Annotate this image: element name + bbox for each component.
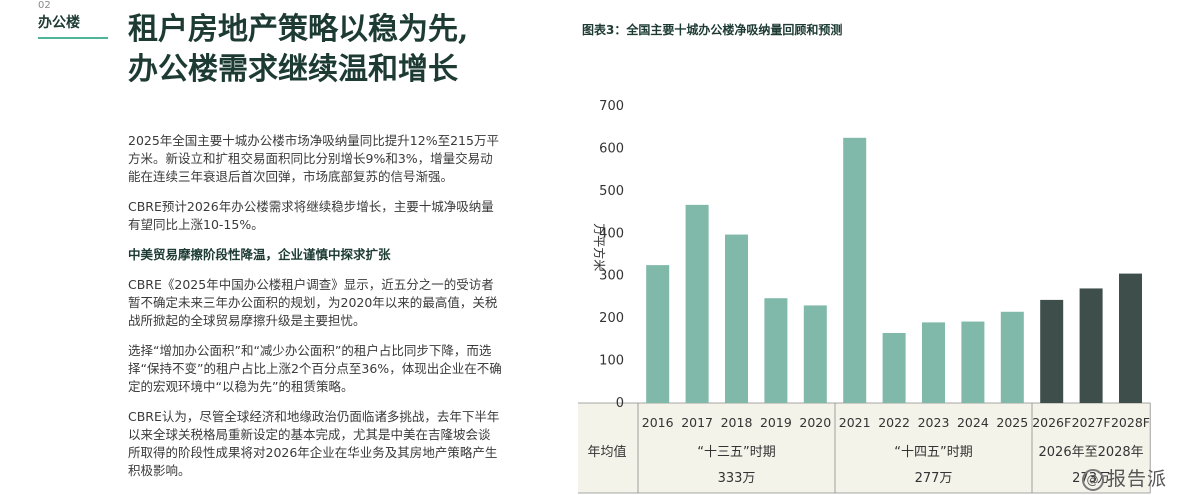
- y-tick-label: 700: [599, 99, 624, 114]
- bar-2021: [843, 137, 867, 404]
- x-tick-label: 2018: [721, 415, 753, 430]
- section-name: 办公楼: [38, 15, 80, 31]
- watermark-circle: @: [1082, 469, 1104, 491]
- period-average-value: 277万: [915, 471, 953, 486]
- y-tick-label: 0: [616, 396, 624, 411]
- watermark-text: 报告派: [1107, 468, 1168, 490]
- averages-row-label: 年均值: [587, 444, 626, 460]
- x-tick-label: 2017: [681, 415, 713, 430]
- y-tick-label: 300: [599, 269, 624, 284]
- x-tick-label: 2026F: [1032, 415, 1071, 430]
- y-axis-label: 万平方米: [592, 223, 607, 271]
- period-average-value: 333万: [718, 471, 756, 486]
- y-tick-label: 400: [599, 226, 624, 241]
- headline: 租户房地产策略以稳为先, 办公楼需求继续温和增长: [128, 10, 528, 90]
- x-tick-label: 2019: [760, 415, 792, 430]
- averages-table-background: [578, 403, 1151, 493]
- watermark: @ 报告派: [1082, 464, 1167, 491]
- section-rule: [38, 37, 108, 39]
- body-paragraph-3: CBRE《2025年中国办公楼租户调查》显示，近五分之一的受访者暂不确定未来三年…: [128, 277, 498, 328]
- bar-2025: [1000, 311, 1024, 403]
- x-tick-label: 2021: [839, 415, 871, 430]
- body-paragraph-2: CBRE预计2026年办公楼需求将继续稳步增长，主要十城净吸纳量有望同比上涨10…: [128, 199, 494, 232]
- bar-2028F: [1119, 273, 1142, 403]
- bar-2023: [922, 322, 945, 403]
- body-paragraph-5: CBRE认为，尽管全球经济和地缘政治仍面临诸多挑战，去年下半年以来全球关税格局重…: [128, 409, 500, 478]
- x-tick-label: 2025: [996, 415, 1028, 430]
- section-number: 02: [38, 0, 51, 11]
- chart-title: 图表3：全国主要十城办公楼净吸纳量回顾和预测: [582, 23, 843, 37]
- bar-2026F: [1040, 299, 1064, 403]
- bar-2024: [961, 321, 985, 403]
- body-subheading: 中美贸易摩擦阶段性降温，企业谨慎中探求扩张: [128, 247, 391, 262]
- bar-2017: [685, 204, 709, 403]
- y-tick-label: 100: [599, 354, 624, 369]
- headline-line-2: 办公楼需求继续温和增长: [128, 52, 458, 87]
- y-tick-label: 500: [599, 184, 624, 199]
- x-tick-label: 2022: [878, 415, 910, 430]
- body-column: 2025年全国主要十城办公楼市场净吸纳量同比提升12%至215万平方米。新设立和…: [128, 132, 502, 492]
- x-tick-label: 2024: [957, 415, 989, 430]
- x-tick-label: 2028F: [1111, 415, 1150, 430]
- x-tick-label: 2016: [642, 415, 674, 430]
- period-name: 2026年至2028年: [1039, 445, 1144, 460]
- period-name: “十三五”时期: [697, 445, 775, 460]
- body-paragraph-1: 2025年全国主要十城办公楼市场净吸纳量同比提升12%至215万平方米。新设立和…: [128, 133, 499, 184]
- x-tick-label: 2023: [918, 415, 950, 430]
- bar-2018: [725, 234, 748, 403]
- body-paragraph-4: 选择“增加办公面积”和“减少办公面积”的租户占比同步下降，而选择“保持不变”的租…: [128, 343, 502, 394]
- x-tick-label: 2027F: [1072, 415, 1111, 430]
- headline-line-1: 租户房地产策略以稳为先,: [128, 12, 469, 47]
- y-tick-label: 600: [599, 141, 624, 156]
- bar-chart: 0 100 200 300 400 500 600 700 万平方米 2016 2017 2018 20…: [578, 99, 1151, 494]
- period-name: “十四五”时期: [894, 445, 972, 460]
- bar-2027F: [1079, 288, 1103, 403]
- y-tick-label: 200: [599, 311, 624, 326]
- bar-2016: [646, 265, 670, 403]
- bar-2022: [882, 332, 906, 403]
- bar-2019: [764, 298, 788, 403]
- x-tick-label: 2020: [799, 415, 831, 430]
- bar-2020: [803, 305, 827, 403]
